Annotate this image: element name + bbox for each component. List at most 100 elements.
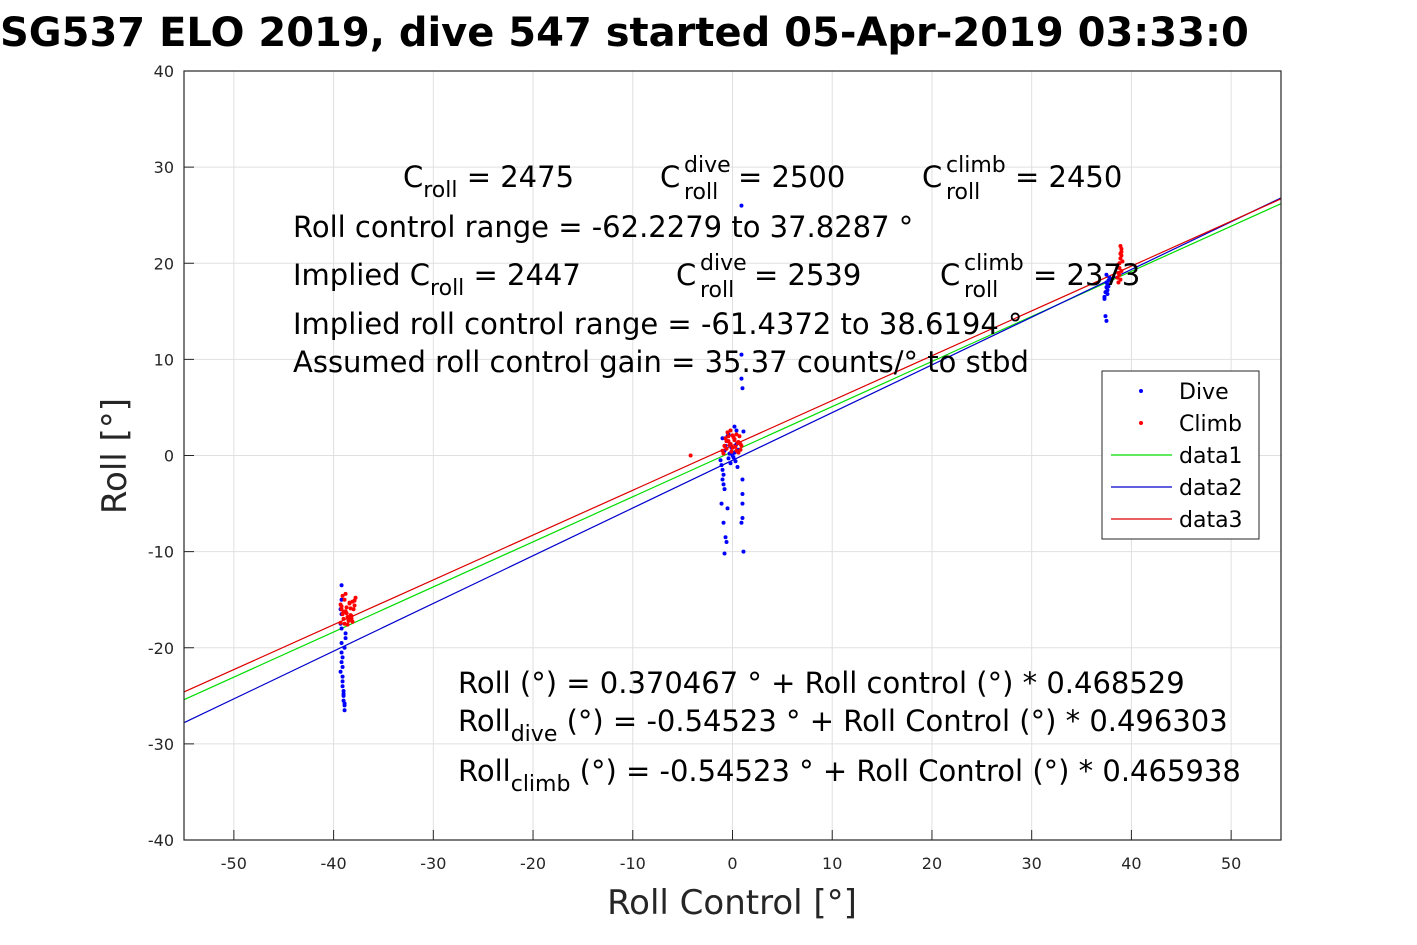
annotation-c-roll-dive-sup: dive [684,153,731,178]
point-climb [338,620,343,625]
point-climb [1116,280,1121,285]
point-dive [725,506,730,511]
annotation-c-roll-climb-sub: roll [946,180,980,205]
annotation-fit-roll-dive: Rolldive (°) = -0.54523 ° + Roll Control… [458,704,1228,747]
x-tick-label: 50 [1221,854,1241,873]
point-dive [341,691,346,696]
point-dive [339,640,344,645]
series-line-data2 [183,197,1282,724]
legend-label-data3: data3 [1179,508,1243,533]
x-tick-label: 30 [1022,854,1042,873]
point-dive [342,701,347,706]
point-climb [1117,266,1122,271]
point-dive [734,428,739,433]
legend-label-data1: data1 [1179,444,1243,469]
point-dive [340,674,345,679]
x-tick-label: 20 [922,854,942,873]
annotation-implied-c-roll: Implied Croll = 2447 [293,258,581,301]
point-dive [719,463,724,468]
annotation-c-roll-dive-sub: roll [684,180,718,205]
point-climb [723,436,728,441]
point-dive [342,708,347,713]
legend-marker-climb [1139,421,1143,425]
point-dive [339,626,344,631]
legend-label-data2: data2 [1179,476,1243,501]
point-dive [732,424,737,429]
point-dive [1106,284,1111,289]
x-axis-label: Roll Control [°] [607,883,857,923]
point-dive [740,491,745,496]
point-dive [1105,288,1110,293]
point-dive [739,203,744,208]
point-climb [730,433,735,438]
y-tick-label: 40 [154,62,174,81]
point-dive [741,429,746,434]
annotation-c-roll-climb-sup: climb [946,153,1006,178]
point-climb [352,603,357,608]
point-dive [740,386,745,391]
point-dive [720,467,725,472]
annotation-implied-c-roll-dive-sup: dive [700,251,747,276]
point-dive [341,689,346,694]
point-dive [740,501,745,506]
data-points [338,203,1125,713]
y-tick-label: 30 [154,158,174,177]
point-climb [339,604,344,609]
annotation-c-roll-climb-value: = 2450 [1015,160,1122,194]
legend: Dive Climb data1 data2 data3 [1101,370,1260,540]
point-climb [348,606,353,611]
point-dive [720,477,725,482]
point-climb [729,449,734,454]
annotation-implied-roll-control-range: Implied roll control range = -61.4372 to… [293,307,1023,341]
point-climb [737,434,742,439]
x-tick-label: 40 [1121,854,1141,873]
point-dive [1105,292,1110,297]
point-dive [722,487,727,492]
point-climb [340,593,345,598]
point-climb [721,451,726,456]
point-dive [340,684,345,689]
point-climb [688,453,693,458]
point-climb [341,616,346,621]
point-dive [731,455,736,460]
point-dive [726,456,731,461]
point-climb [738,447,743,452]
point-climb [733,444,738,449]
point-dive [1104,272,1109,277]
point-climb [339,607,344,612]
point-climb [1118,243,1123,248]
annotation-assumed-gain: Assumed roll control gain = 35.37 counts… [293,345,1029,379]
point-dive [1104,318,1109,323]
x-tick-label: -30 [420,854,446,873]
point-dive [721,520,726,525]
point-climb [349,614,354,619]
point-climb [346,615,351,620]
point-climb [342,597,347,602]
point-dive [739,352,744,357]
point-climb [343,591,348,596]
legend-label-climb: Climb [1179,412,1242,437]
point-climb [1115,275,1120,280]
annotation-c-roll-dive-value: = 2500 [738,160,845,194]
point-dive [339,583,344,588]
point-climb [1117,272,1122,277]
point-dive [740,515,745,520]
point-climb [346,618,351,623]
point-dive [1102,296,1107,301]
point-dive [343,631,348,636]
point-climb [1120,259,1125,264]
point-climb [722,443,727,448]
x-tick-label: 10 [822,854,842,873]
chart-title: SG537 ELO 2019, dive 547 started 05-Apr-… [0,10,1249,56]
y-tick-label: 10 [154,350,174,369]
point-climb [725,430,730,435]
point-dive [739,376,744,381]
point-dive [735,465,740,470]
legend-marker-dive [1139,389,1143,393]
x-tick-label: -10 [620,854,646,873]
point-climb [344,605,349,610]
annotation-implied-c-roll-dive-sub: roll [700,278,734,303]
annotation-fit-roll: Roll (°) = 0.370467 ° + Roll control (°)… [458,666,1185,700]
point-dive [720,436,725,441]
